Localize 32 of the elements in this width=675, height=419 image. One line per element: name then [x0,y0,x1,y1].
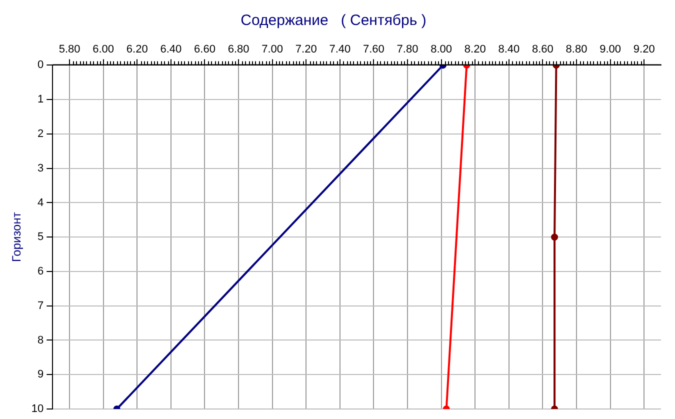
x-tick-label: 6.20 [126,44,148,56]
x-tick-label: 8.80 [566,44,588,56]
x-tick-label: 8.20 [464,44,486,56]
x-tick-label: 7.40 [329,44,351,56]
x-tick-label: 9.00 [600,44,622,56]
y-tick-label: 1 [38,94,44,106]
y-tick-label: 5 [38,231,44,244]
y-tick-label: 3 [38,162,44,174]
x-tick-label: 6.40 [160,44,182,56]
x-tick-label: 7.80 [396,44,418,56]
y-tick-label: 9 [38,368,44,381]
x-tick-label: 7.00 [262,44,284,56]
x-tick-label: 6.80 [228,44,250,56]
y-tick-label: 0 [38,59,44,72]
y-tick-label: 7 [38,300,44,312]
y-tick-label: 4 [38,196,44,209]
x-tick-label: 8.00 [430,44,452,56]
x-tick-label: 8.40 [498,44,520,56]
x-tick-label: 8.60 [532,44,554,56]
y-axis-title: Горизонт [10,212,24,262]
y-tick-label: 6 [38,266,44,278]
y-tick-label: 10 [31,403,44,416]
y-tick-label: 8 [38,334,44,346]
x-tick-label: 5.80 [58,44,80,56]
point [551,234,558,241]
x-tick-label: 9.20 [633,44,655,56]
chart-title: Содержание ( Сентябрь ) [240,12,426,30]
x-tick-label: 7.20 [295,44,317,56]
y-tick-label: 2 [38,128,44,140]
x-tick-label: 6.00 [92,44,114,56]
x-tick-label: 6.60 [194,44,216,56]
x-tick-label: 7.60 [363,44,384,56]
